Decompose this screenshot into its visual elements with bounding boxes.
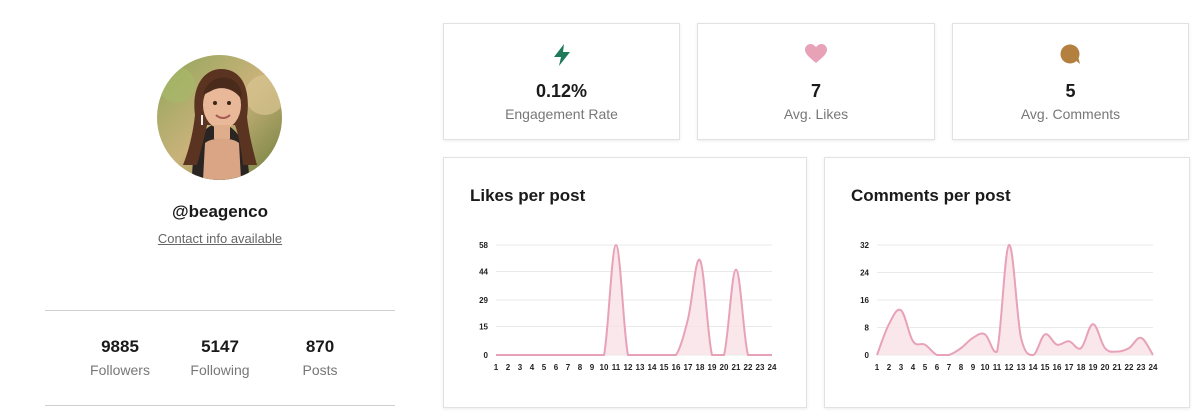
- x-tick-label: 8: [578, 363, 583, 372]
- x-tick-label: 3: [518, 363, 523, 372]
- stats-divider-bottom: [45, 405, 395, 406]
- profile-stats: 9885 Followers 5147 Following 870 Posts: [45, 337, 395, 387]
- stats-divider-top: [45, 310, 395, 311]
- avatar-photo: [157, 55, 282, 180]
- stat-following: 5147 Following: [165, 337, 275, 378]
- x-tick-label: 8: [959, 363, 964, 372]
- profile-panel: @beagenco Contact info available 9885 Fo…: [45, 0, 395, 413]
- y-tick-label: 0: [865, 351, 870, 360]
- x-tick-label: 21: [1113, 363, 1122, 372]
- x-tick-label: 4: [911, 363, 916, 372]
- x-tick-label: 3: [899, 363, 904, 372]
- x-tick-label: 18: [1077, 363, 1086, 372]
- x-tick-label: 10: [981, 363, 990, 372]
- metric-value: 0.12%: [535, 81, 588, 101]
- x-tick-label: 23: [756, 363, 765, 372]
- x-tick-label: 18: [696, 363, 705, 372]
- contact-info: Contact info available: [45, 231, 395, 246]
- contact-info-link[interactable]: Contact info available: [157, 231, 283, 246]
- x-tick-label: 7: [947, 363, 952, 372]
- y-tick-label: 8: [865, 324, 870, 333]
- x-tick-label: 12: [624, 363, 633, 372]
- metric-label: Engagement Rate: [505, 106, 618, 122]
- metric-card-avg-likes: 7 Avg. Likes: [697, 23, 935, 140]
- x-tick-label: 9: [971, 363, 976, 372]
- x-tick-label: 15: [660, 363, 669, 372]
- x-tick-label: 22: [1125, 363, 1134, 372]
- x-tick-label: 2: [887, 363, 892, 372]
- x-tick-label: 1: [494, 363, 499, 372]
- y-tick-label: 44: [479, 268, 488, 277]
- metric-value: 5: [1065, 81, 1076, 101]
- heart-icon: [698, 44, 934, 66]
- chart-title: Comments per post: [851, 186, 1011, 205]
- x-tick-label: 21: [732, 363, 741, 372]
- x-tick-label: 15: [1041, 363, 1050, 372]
- comments-chart-card: 0 8 16 24 32 1 2 3 4 5 6 7 8 9 10 11 12 13 14 15 16 17 18 19 20 2…: [824, 157, 1190, 408]
- x-tick-label: 17: [684, 363, 693, 372]
- stat-value: 9885: [101, 337, 139, 356]
- x-tick-label: 5: [923, 363, 928, 372]
- lightning-icon: [444, 44, 679, 66]
- stat-label: Following: [190, 362, 250, 378]
- stat-posts: 870 Posts: [265, 337, 375, 378]
- x-tick-label: 11: [993, 363, 1002, 372]
- x-tick-label: 5: [542, 363, 547, 372]
- x-tick-label: 19: [1089, 363, 1098, 372]
- y-tick-label: 16: [860, 296, 869, 305]
- y-tick-label: 29: [479, 296, 488, 305]
- y-tick-label: 58: [479, 241, 488, 250]
- metric-card-engagement: 0.12% Engagement Rate: [443, 23, 680, 140]
- metric-card-avg-comments: 5 Avg. Comments: [952, 23, 1189, 140]
- stat-value: 870: [305, 337, 335, 356]
- x-tick-label: 23: [1137, 363, 1146, 372]
- x-tick-label: 14: [648, 363, 657, 372]
- x-tick-label: 4: [530, 363, 535, 372]
- x-tick-label: 16: [672, 363, 681, 372]
- avatar[interactable]: [157, 55, 282, 180]
- x-tick-label: 22: [744, 363, 753, 372]
- series-line: [496, 243, 772, 356]
- x-tick-label: 9: [590, 363, 595, 372]
- metric-label: Avg. Comments: [1020, 106, 1121, 122]
- x-tick-label: 14: [1029, 363, 1038, 372]
- x-tick-label: 13: [636, 363, 645, 372]
- metric-value: 7: [810, 81, 821, 101]
- x-tick-label: 1: [875, 363, 880, 372]
- chart-title: Likes per post: [470, 186, 586, 205]
- x-tick-label: 10: [600, 363, 609, 372]
- x-tick-label: 13: [1017, 363, 1026, 372]
- x-tick-label: 24: [1149, 363, 1158, 372]
- x-tick-label: 20: [720, 363, 729, 372]
- x-tick-label: 2: [506, 363, 511, 372]
- series-area: [877, 244, 1153, 355]
- x-tick-label: 11: [612, 363, 621, 372]
- stat-label: Posts: [302, 362, 338, 378]
- likes-chart-card: 0 15 29 44 58 1 2 3 4 5 6 7 8 9 10 11 12 13 14 15 16 17 18 19 20…: [443, 157, 807, 408]
- x-tick-label: 12: [1005, 363, 1014, 372]
- y-tick-label: 32: [860, 241, 869, 250]
- stat-label: Followers: [90, 362, 150, 378]
- x-tick-label: 24: [768, 363, 777, 372]
- stat-followers: 9885 Followers: [65, 337, 175, 378]
- x-tick-label: 20: [1101, 363, 1110, 372]
- x-tick-label: 17: [1065, 363, 1074, 372]
- series-line: [876, 243, 1154, 357]
- y-tick-label: 15: [479, 323, 488, 332]
- y-tick-label: 0: [484, 351, 489, 360]
- x-tick-label: 6: [935, 363, 940, 372]
- stat-value: 5147: [201, 337, 239, 356]
- metric-label: Avg. Likes: [783, 106, 849, 122]
- x-tick-label: 16: [1053, 363, 1062, 372]
- x-tick-label: 6: [554, 363, 559, 372]
- profile-handle: @beagenco: [172, 202, 268, 221]
- x-tick-label: 19: [708, 363, 717, 372]
- series-area: [496, 245, 772, 355]
- y-tick-label: 24: [860, 269, 869, 278]
- x-tick-label: 7: [566, 363, 571, 372]
- comment-bubble-icon: [953, 44, 1188, 66]
